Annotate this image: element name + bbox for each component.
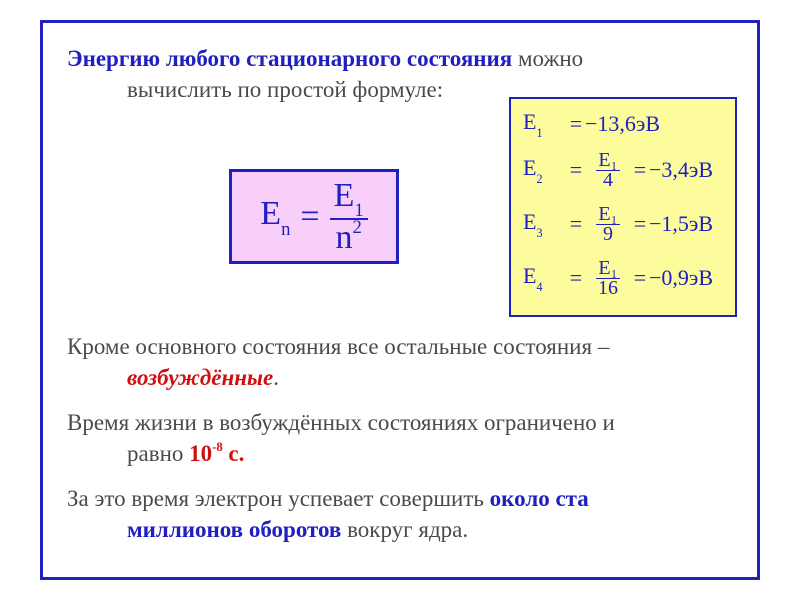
para4-bold1: около ста (490, 486, 589, 511)
value-frac: E₁9 (585, 205, 631, 244)
value-result: −13,6эВ (585, 111, 727, 137)
formula-lhs-sub: n (281, 219, 290, 240)
formula-den-sup: 2 (352, 217, 361, 238)
energy-values-box: E1 = −13,6эВ E2 = E₁4 = −3,4эВ E3 = E₁9 … (509, 97, 737, 317)
value-label: E2 (523, 155, 567, 184)
para4-rest: вокруг ядра. (341, 517, 468, 542)
formula-fraction: E1 n2 (330, 178, 368, 256)
para2-pre: Кроме основного состояния все остальные … (67, 334, 609, 359)
formula-den: n2 (331, 220, 365, 256)
value-frac: E₁16 (585, 259, 631, 298)
value-row: E2 = E₁4 = −3,4эВ (523, 147, 727, 193)
para-excited-states: Кроме основного состояния все остальные … (67, 331, 733, 393)
value-row: E4 = E₁16 = −0,9эВ (523, 255, 727, 301)
para-revolutions: За это время электрон успевает совершить… (67, 483, 733, 545)
para3-pre: Время жизни в возбуждённых состояниях ог… (67, 410, 615, 435)
value-eq: = (567, 111, 585, 137)
intro-rest1: можно (512, 46, 583, 71)
formula-den-base: n (335, 219, 352, 256)
value-label: E4 (523, 263, 567, 292)
value-frac: E₁4 (585, 151, 631, 190)
formula-eq: = (300, 198, 319, 236)
para2-post: . (273, 365, 279, 390)
value-row: E1 = −13,6эВ (523, 109, 727, 139)
main-formula-box: En = E1 n2 (229, 169, 399, 264)
formula-num: E1 (330, 178, 368, 218)
main-formula: En = E1 n2 (260, 178, 367, 256)
para3-line2-pre: равно (127, 441, 189, 466)
intro-paragraph: Энергию любого стационарного состояния м… (67, 43, 733, 105)
value-label: E3 (523, 209, 567, 238)
para2-highlight: возбуждённые (127, 365, 273, 390)
formula-row: En = E1 n2 E1 = −13,6эВ (67, 109, 733, 321)
value-label: E1 (523, 109, 567, 138)
para4-bold2: миллионов оборотов (127, 517, 341, 542)
value-row: E3 = E₁9 = −1,5эВ (523, 201, 727, 247)
para3-value: 10-8 с. (189, 441, 244, 466)
formula-lhs: En (260, 195, 290, 238)
formula-lhs-base: E (260, 195, 281, 232)
para4-pre: За это время электрон успевает совершить (67, 486, 490, 511)
slide-frame: Энергию любого стационарного состояния м… (40, 20, 760, 580)
formula-num-base: E (334, 177, 355, 214)
para-lifetime: Время жизни в возбуждённых состояниях ог… (67, 407, 733, 469)
intro-highlight: Энергию любого стационарного состояния (67, 46, 512, 71)
